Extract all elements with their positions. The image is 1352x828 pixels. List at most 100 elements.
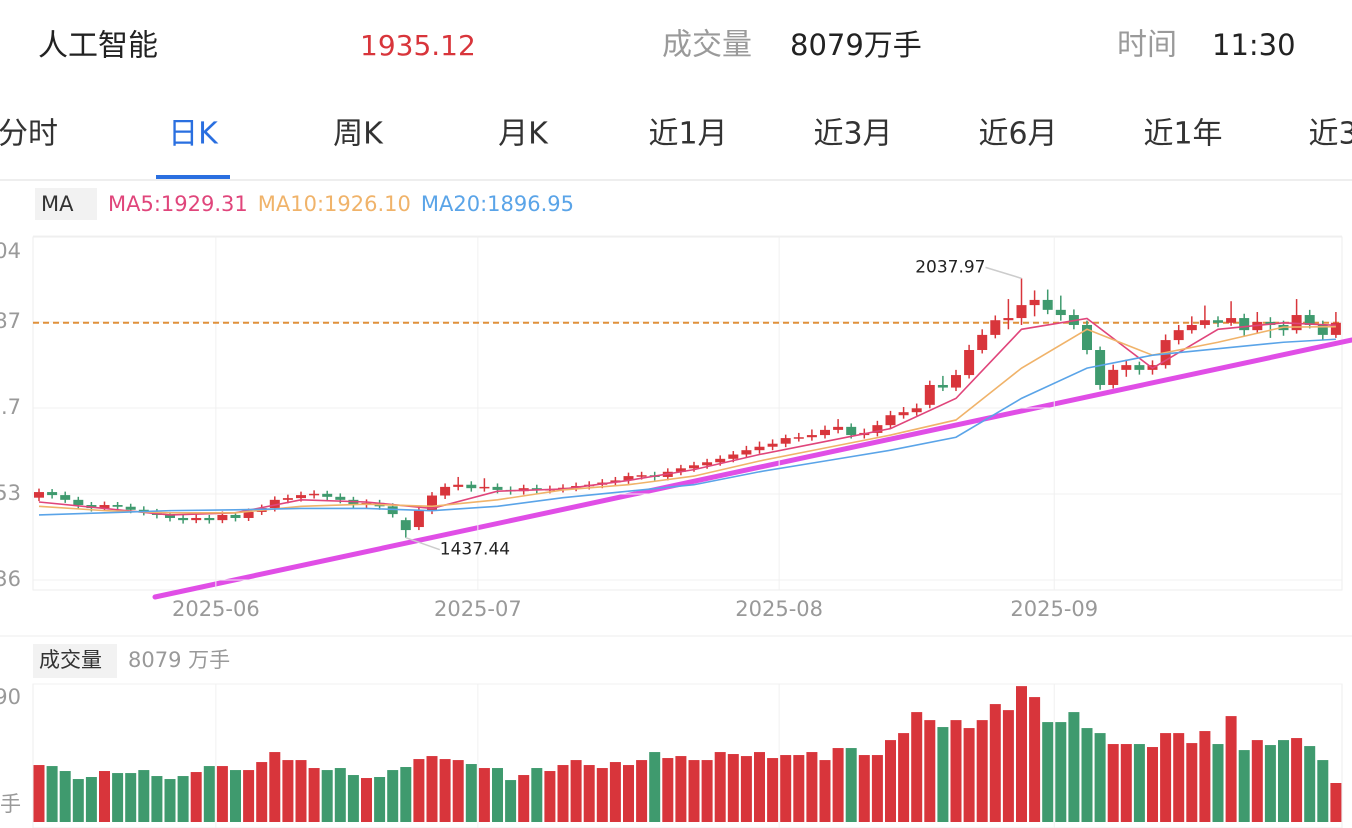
candle-body — [689, 465, 699, 469]
volume-bar — [950, 720, 962, 822]
tab[interactable]: 日K — [168, 117, 219, 152]
tab[interactable]: 近3月 — [813, 117, 892, 152]
volume-bar — [347, 775, 359, 822]
candle-body — [269, 499, 280, 509]
candle-body — [767, 443, 778, 447]
volume-bar — [1317, 760, 1329, 822]
volume-bar — [1225, 716, 1237, 822]
candle-body — [846, 426, 857, 436]
volume-bar — [780, 755, 792, 822]
volume-bar — [1238, 750, 1250, 822]
trend-line — [152, 337, 1352, 600]
volume-bar — [911, 712, 923, 822]
volume-bar — [740, 756, 752, 822]
tab[interactable]: 近1年 — [1143, 117, 1222, 152]
volume-bar — [1186, 743, 1198, 822]
candle-body — [964, 350, 975, 376]
volume-bar — [361, 778, 372, 822]
volume-bar — [177, 776, 189, 822]
volume-bar — [1107, 744, 1119, 822]
volume-unit: 手 — [0, 792, 21, 816]
volume-bar — [1029, 697, 1041, 822]
volume-bar — [793, 755, 805, 822]
volume-bar — [845, 748, 857, 822]
x-tick-label: 2025-09 — [1010, 597, 1098, 621]
candle-body — [427, 495, 437, 511]
volume-bar — [400, 767, 412, 822]
tab[interactable]: 分时 — [0, 117, 58, 152]
volume-bar — [1173, 733, 1185, 822]
volume-bar — [1212, 744, 1224, 822]
volume-bar — [269, 752, 281, 822]
candle-body — [806, 435, 817, 438]
volume-bar — [112, 773, 124, 822]
volume-badge — [33, 644, 117, 678]
candle-body — [47, 492, 58, 496]
volume-bar — [413, 759, 425, 822]
candle-body — [741, 450, 752, 455]
tab[interactable]: 近3年 — [1308, 117, 1352, 152]
volume-bar — [374, 777, 386, 822]
tab[interactable]: 周K — [333, 117, 384, 152]
volume-bar — [203, 766, 215, 822]
volume-bar — [164, 779, 176, 822]
candle-body — [335, 496, 346, 500]
candle-body — [99, 505, 110, 509]
volume-bar — [505, 780, 517, 822]
candle-body — [413, 510, 424, 528]
candle-body — [204, 517, 215, 521]
candle-body — [243, 511, 254, 518]
volume-bar — [701, 760, 713, 822]
volume-label: 成交量 — [662, 28, 752, 63]
volume-bar — [976, 720, 988, 822]
candle-body — [296, 495, 306, 499]
volume-bar — [518, 775, 530, 822]
volume-bar — [59, 771, 71, 822]
candle-body — [636, 475, 647, 477]
volume-bar — [1278, 740, 1289, 822]
ma-badge — [35, 188, 97, 220]
volume-bar — [478, 768, 490, 822]
volume-bar — [858, 755, 870, 822]
candle-body — [60, 495, 71, 500]
candle-body — [675, 468, 686, 472]
candle-body — [780, 438, 791, 444]
candle-body — [440, 486, 451, 496]
volume-bar — [1264, 745, 1276, 822]
volume-bar — [492, 768, 503, 822]
volume-bar — [1160, 733, 1172, 822]
tab[interactable]: 近1月 — [648, 117, 727, 152]
volume-bar — [1199, 731, 1211, 822]
volume-bar — [570, 760, 582, 822]
stock-name: 人工智能 — [38, 29, 158, 64]
volume-bar — [688, 760, 700, 822]
annotation: 1437.44 — [440, 540, 510, 560]
volume-bar — [963, 728, 975, 822]
candle-body — [990, 320, 1001, 335]
volume-bar — [1330, 783, 1342, 822]
volume-legend-label: 成交量 — [39, 648, 102, 672]
volume-bar — [256, 762, 268, 822]
volume-bar — [871, 755, 883, 822]
annotation: 2037.97 — [915, 257, 985, 277]
candle-body — [1199, 320, 1210, 325]
candle-body — [885, 415, 896, 426]
candle-body — [466, 484, 477, 489]
candle-body — [754, 446, 765, 451]
annotation-leader — [405, 536, 441, 551]
volume-bar — [898, 733, 910, 822]
candle-body — [1134, 365, 1145, 370]
candle-body — [1029, 299, 1040, 306]
volume-bar — [1042, 722, 1054, 822]
volume-bar — [885, 740, 896, 822]
volume-bar — [230, 770, 241, 822]
volume-bar — [216, 766, 228, 822]
volume-bar — [714, 752, 726, 822]
tab[interactable]: 月K — [498, 117, 549, 152]
candle-body — [702, 462, 713, 466]
tab[interactable]: 近6月 — [978, 117, 1057, 152]
volume-bar — [531, 768, 543, 822]
candle-body — [34, 492, 44, 498]
candle-body — [1317, 324, 1328, 335]
